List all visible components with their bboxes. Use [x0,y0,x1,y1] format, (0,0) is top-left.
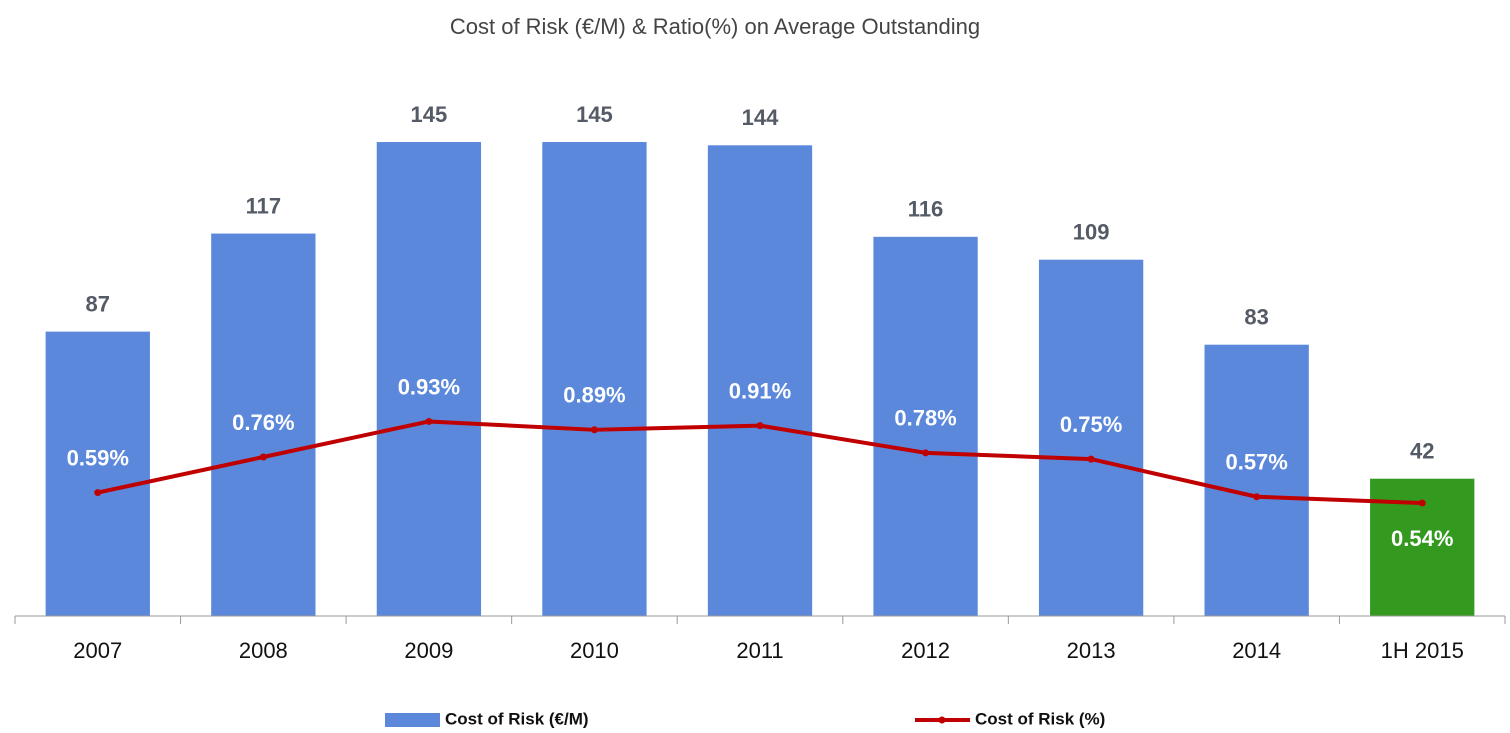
legend-label: Cost of Risk (€/M) [445,709,589,728]
x-tick-label: 2012 [901,638,950,663]
line-marker [756,422,764,430]
bar [211,233,316,616]
bar [542,142,647,616]
x-tick-label: 2011 [736,638,783,663]
bar-value-label: 145 [411,102,448,127]
bar [1204,344,1309,616]
bar-value-label: 87 [86,291,110,316]
line-value-label: 0.57% [1225,450,1287,475]
line-marker [259,453,267,461]
bar [873,236,978,616]
legend-marker [938,716,946,724]
line-marker [94,489,102,497]
x-tick-label: 1H 2015 [1381,638,1464,663]
bar-value-label: 145 [576,102,613,127]
x-tick-label: 2009 [404,638,453,663]
bar [1038,259,1144,616]
line-value-label: 0.75% [1060,412,1122,437]
bar-value-label: 42 [1410,439,1434,464]
line-value-label: 0.54% [1391,526,1453,551]
legend-label: Cost of Risk (%) [975,709,1105,728]
bar [376,142,482,616]
bar-value-label: 144 [742,105,779,130]
line-marker [1253,493,1261,501]
bar [45,331,150,616]
line-marker [590,426,598,434]
line-marker [1087,455,1095,463]
x-tick-label: 2007 [73,638,122,663]
bar-value-label: 109 [1073,220,1110,245]
bar-value-label: 83 [1244,305,1268,330]
bar-value-label: 116 [908,197,944,222]
bar-value-label: 117 [246,193,282,218]
x-tick-label: 2008 [239,638,288,663]
line-marker [1418,499,1426,507]
x-tick-label: 2014 [1232,638,1281,663]
line-value-label: 0.59% [67,445,129,470]
line-value-label: 0.93% [398,374,460,399]
x-tick-label: 2013 [1067,638,1116,663]
line-value-label: 0.78% [894,406,956,431]
bar [707,145,813,617]
line-value-label: 0.76% [232,410,294,435]
line-marker [922,449,930,457]
chart-title: Cost of Risk (€/M) & Ratio(%) on Average… [450,14,980,39]
legend-swatch [385,713,440,727]
x-tick-label: 2010 [570,638,619,663]
line-marker [425,417,433,425]
line-value-label: 0.91% [729,378,791,403]
line-value-label: 0.89% [563,383,625,408]
